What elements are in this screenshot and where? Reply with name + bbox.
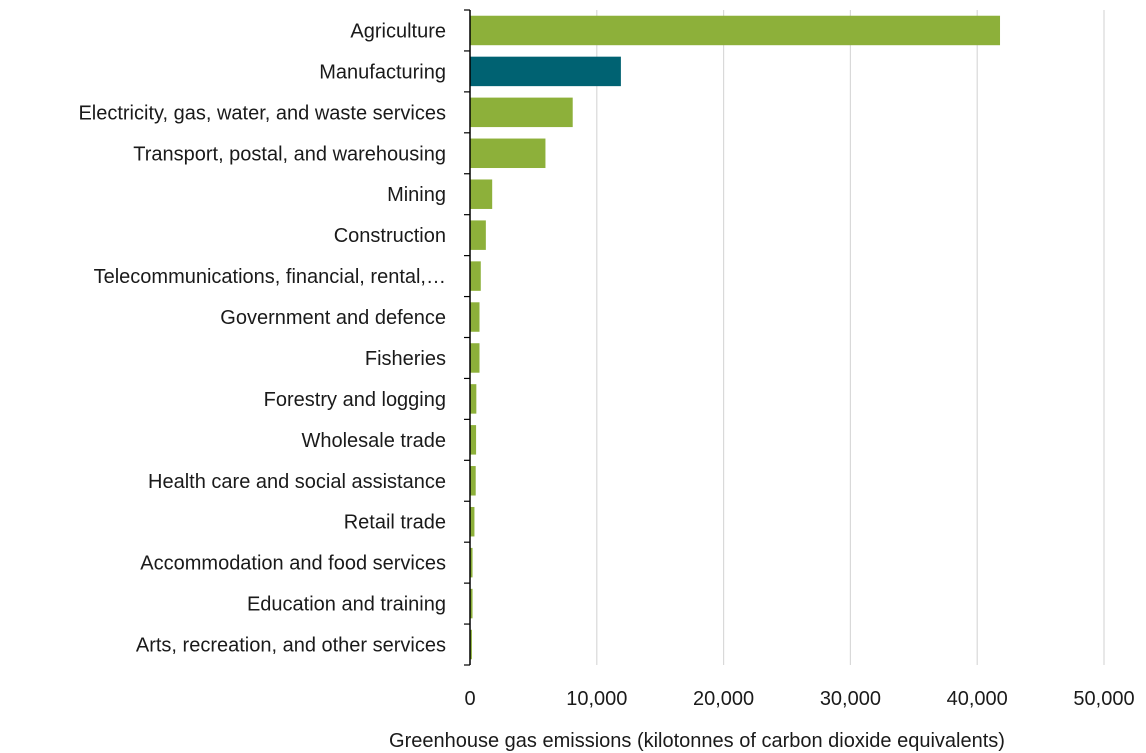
category-label: Government and defence: [220, 307, 446, 329]
category-label: Telecommunications, financial, rental,…: [94, 266, 446, 288]
category-labels: Agriculture Manufacturing Electricity, gas…: [78, 20, 446, 656]
bar: [470, 97, 573, 128]
category-label: Construction: [334, 225, 446, 247]
bars: [470, 15, 1001, 660]
bar: [470, 261, 481, 291]
bar: [470, 15, 1001, 46]
x-tick-label: 30,000: [820, 688, 881, 710]
category-label: Forestry and logging: [264, 389, 446, 411]
category-label: Fisheries: [365, 348, 446, 370]
bar: [470, 629, 472, 660]
bar: [470, 302, 480, 332]
category-label: Accommodation and food services: [140, 553, 446, 575]
x-tick-label: 40,000: [947, 688, 1008, 710]
category-label: Retail trade: [344, 512, 446, 534]
category-label: Wholesale trade: [301, 430, 446, 452]
x-tick-label: 50,000: [1073, 688, 1134, 710]
x-tick-label: 20,000: [693, 688, 754, 710]
bar: [470, 547, 473, 578]
category-label: Agriculture: [350, 20, 446, 42]
bar: [470, 466, 476, 496]
category-label: Electricity, gas, water, and waste servi…: [78, 102, 446, 124]
category-label: Manufacturing: [319, 61, 446, 83]
category-label: Mining: [387, 184, 446, 206]
x-tick-labels: 0 10,000 20,000 30,000 40,000 50,000: [464, 688, 1134, 710]
bar: [470, 588, 473, 619]
bar: [470, 56, 621, 87]
category-label: Education and training: [247, 594, 446, 616]
gridlines: [596, 10, 1105, 665]
bar: [470, 343, 480, 373]
category-label: Arts, recreation, and other services: [136, 635, 446, 657]
x-axis-title: Greenhouse gas emissions (kilotonnes of …: [389, 730, 1005, 752]
y-axis-ticks: [464, 9, 470, 666]
category-label: Health care and social assistance: [148, 471, 446, 493]
bar: [470, 384, 477, 414]
bar: [470, 506, 475, 537]
bar: [470, 220, 486, 250]
bar: [470, 425, 477, 455]
category-label: Transport, postal, and warehousing: [133, 143, 446, 165]
bar: [470, 138, 546, 169]
x-tick-label: 0: [464, 688, 475, 710]
bar: [470, 179, 493, 209]
x-tick-label: 10,000: [566, 688, 627, 710]
